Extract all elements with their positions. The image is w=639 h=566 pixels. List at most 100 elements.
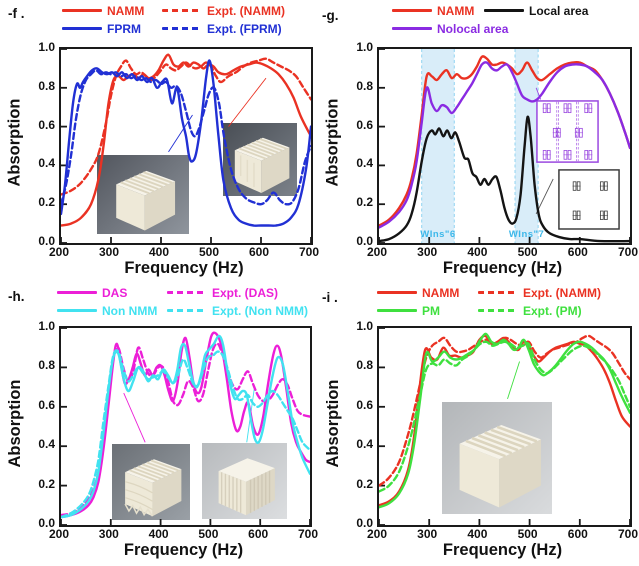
x-tick-label: 400 (467, 245, 488, 259)
solid-line-icon (57, 291, 97, 294)
nolocal-area-schematic (536, 100, 599, 163)
textured-cube-icon (235, 137, 290, 193)
legend-label: DAS (102, 285, 128, 300)
y-tick-label: 0.8 (356, 358, 373, 373)
dashed-line-icon (162, 27, 202, 30)
y-tick-label: 0.4 (356, 437, 373, 452)
legend-item: Local area (484, 4, 588, 18)
y-tick-label: 0.0 (356, 516, 373, 530)
local-array-icon (558, 169, 620, 230)
x-axis-title: Frequency (Hz) (442, 259, 563, 277)
x-tick-label: 300 (98, 527, 119, 541)
legend-label: Expt. (FPRM) (207, 21, 282, 36)
x-tick-label: 700 (298, 245, 320, 259)
series-nolocal-area (379, 61, 630, 229)
legend-item: Expt. (FPRM) (162, 22, 282, 36)
panel-label: -g. (322, 8, 339, 23)
y-axis-title: Absorption (5, 98, 24, 187)
band-label: WIns"7 (509, 229, 544, 240)
local-area-schematic (558, 169, 620, 230)
legend: DAS Expt. (DAS) Non NMM Expt. (Non NMM) (57, 284, 308, 319)
chart-canvas (379, 49, 630, 243)
solid-line-icon (57, 309, 97, 312)
series-expt-namm (379, 334, 630, 487)
fprm-sample-photo (96, 154, 190, 235)
y-tick-label: 0.2 (38, 195, 55, 210)
solid-line-icon (377, 309, 417, 312)
series-namm (61, 53, 311, 227)
x-tick-label: 600 (567, 245, 588, 259)
legend-label: FPRM (107, 21, 141, 36)
solid-line-icon (392, 9, 432, 12)
x-tick-label: 700 (297, 527, 319, 541)
legend-item: NAMM (62, 4, 162, 18)
x-axis-title: Frequency (Hz) (442, 541, 563, 559)
series-expt-fprm (61, 69, 311, 206)
chart-canvas (61, 328, 310, 525)
y-tick-label: 0.6 (356, 397, 373, 412)
dashed-line-icon (167, 309, 207, 312)
striped-cube-icon (459, 425, 541, 508)
legend-item: Expt. (NAMM) (478, 286, 601, 300)
x-tick-label: 700 (617, 245, 639, 259)
y-tick-label: 0.0 (38, 234, 55, 248)
y-tick-label: 0.4 (356, 156, 373, 171)
slatted-cube-icon (218, 458, 275, 516)
plot-area (59, 47, 313, 245)
legend-label: Expt. (Non NMM) (212, 303, 308, 318)
legend-label: PM (422, 303, 440, 318)
y-axis-title: Absorption (323, 98, 342, 187)
x-tick-label: 500 (198, 527, 219, 541)
solid-line-icon (484, 9, 524, 12)
series-namm (379, 55, 630, 227)
y-tick-label: 0.0 (356, 234, 373, 248)
legend-item: PM (377, 304, 478, 318)
panel-label: -f . (8, 6, 25, 21)
non-nmm-sample-photo (201, 443, 287, 520)
legend-label: Expt. (NAMM) (207, 3, 285, 18)
y-tick-label: 0.8 (356, 78, 373, 93)
solid-line-icon (392, 27, 432, 30)
x-tick-label: 300 (417, 245, 438, 259)
dashed-line-icon (478, 309, 518, 312)
legend-label: Local area (529, 3, 589, 18)
series-local-area (379, 115, 630, 243)
legend: NAMM Local area Nolocal area (392, 2, 588, 37)
x-tick-label: 200 (366, 527, 388, 541)
x-axis-title: Frequency (Hz) (124, 259, 244, 277)
x-tick-label: 300 (417, 527, 438, 541)
x-axis-title: Frequency (Hz) (123, 541, 244, 559)
jagged-cube-icon (124, 459, 182, 517)
legend-item: Non NMM (57, 304, 167, 318)
series-das (61, 331, 310, 519)
y-tick-label: 0.6 (356, 117, 373, 132)
y-tick-label: 1.0 (356, 319, 373, 333)
legend-label: Expt. (PM) (523, 303, 582, 318)
y-axis-title: Absorption (5, 379, 24, 467)
legend-item: Expt. (NAMM) (162, 4, 285, 18)
legend: NAMM Expt. (NAMM) FPRM Expt. (FPRM) (62, 2, 285, 37)
x-tick-label: 600 (248, 527, 269, 541)
plot-area: WIns"6 WIns"7 (377, 47, 632, 245)
legend-item: DAS (57, 286, 167, 300)
x-tick-label: 400 (148, 245, 170, 259)
y-tick-label: 0.2 (356, 476, 373, 491)
legend: NAMM Expt. (NAMM) PM Expt. (PM) (377, 284, 601, 319)
panel-label: -h. (8, 289, 25, 304)
y-tick-label: 1.0 (356, 40, 373, 54)
y-tick-label: 0.8 (38, 78, 55, 93)
x-tick-label: 300 (98, 245, 120, 259)
legend-label: Nolocal area (437, 21, 509, 36)
y-tick-label: 0.6 (38, 117, 55, 132)
x-tick-label: 500 (517, 527, 538, 541)
legend-item: Expt. (Non NMM) (167, 304, 308, 318)
solid-line-icon (377, 291, 417, 294)
y-axis-title: Absorption (323, 379, 342, 467)
y-tick-label: 0.8 (38, 358, 55, 373)
y-tick-label: 0.0 (38, 516, 55, 530)
series-fprm (61, 59, 311, 227)
legend-label: Non NMM (102, 303, 158, 318)
solid-line-icon (62, 27, 102, 30)
dashed-line-icon (167, 291, 207, 294)
